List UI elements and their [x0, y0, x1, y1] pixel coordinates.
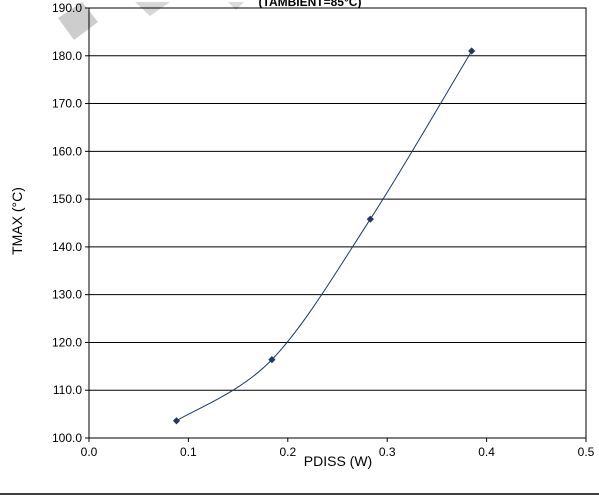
watermark: [58, 2, 244, 40]
y-tick-label: 180.0: [52, 49, 82, 63]
x-tick-label: 0.4: [478, 445, 495, 459]
y-tick-label: 120.0: [52, 335, 82, 349]
data-point: [172, 417, 181, 425]
y-tick-label: 190.0: [52, 1, 82, 15]
y-tick-label: 110.0: [53, 383, 82, 397]
x-tick-label: 0.1: [180, 445, 197, 459]
data-point: [268, 356, 276, 364]
y-tick-label: 170.0: [52, 97, 82, 111]
data-point: [366, 215, 374, 223]
y-tick-label: 100.0: [52, 431, 82, 445]
x-tick-label: 0.2: [279, 445, 296, 459]
x-tick-label: 0.5: [578, 445, 595, 459]
y-tick-label: 130.0: [52, 288, 82, 302]
data-points: [172, 47, 476, 425]
grid-lines: [89, 7, 586, 439]
chart-title: (TAMBIENT=85°C): [259, 0, 362, 9]
x-tick-label: 0.0: [81, 445, 98, 459]
y-axis: 100.0 110.0 120.0 130.0 140.0 150.0 160.0 170.0…: [52, 1, 89, 445]
plot-area: [88, 7, 587, 439]
y-tick-label: 140.0: [52, 240, 82, 254]
x-tick-label: 0.3: [379, 445, 396, 459]
y-tick-label: 160.0: [52, 144, 82, 158]
x-axis: 0.0 0.1 0.2 0.3 0.4 0.5: [81, 438, 595, 459]
data-point: [468, 47, 476, 55]
series-line: [176, 50, 473, 422]
y-tick-label: 150.0: [52, 192, 82, 206]
x-axis-label: PDISS (W): [304, 453, 372, 469]
y-axis-label: TMAX (°C): [9, 187, 25, 255]
